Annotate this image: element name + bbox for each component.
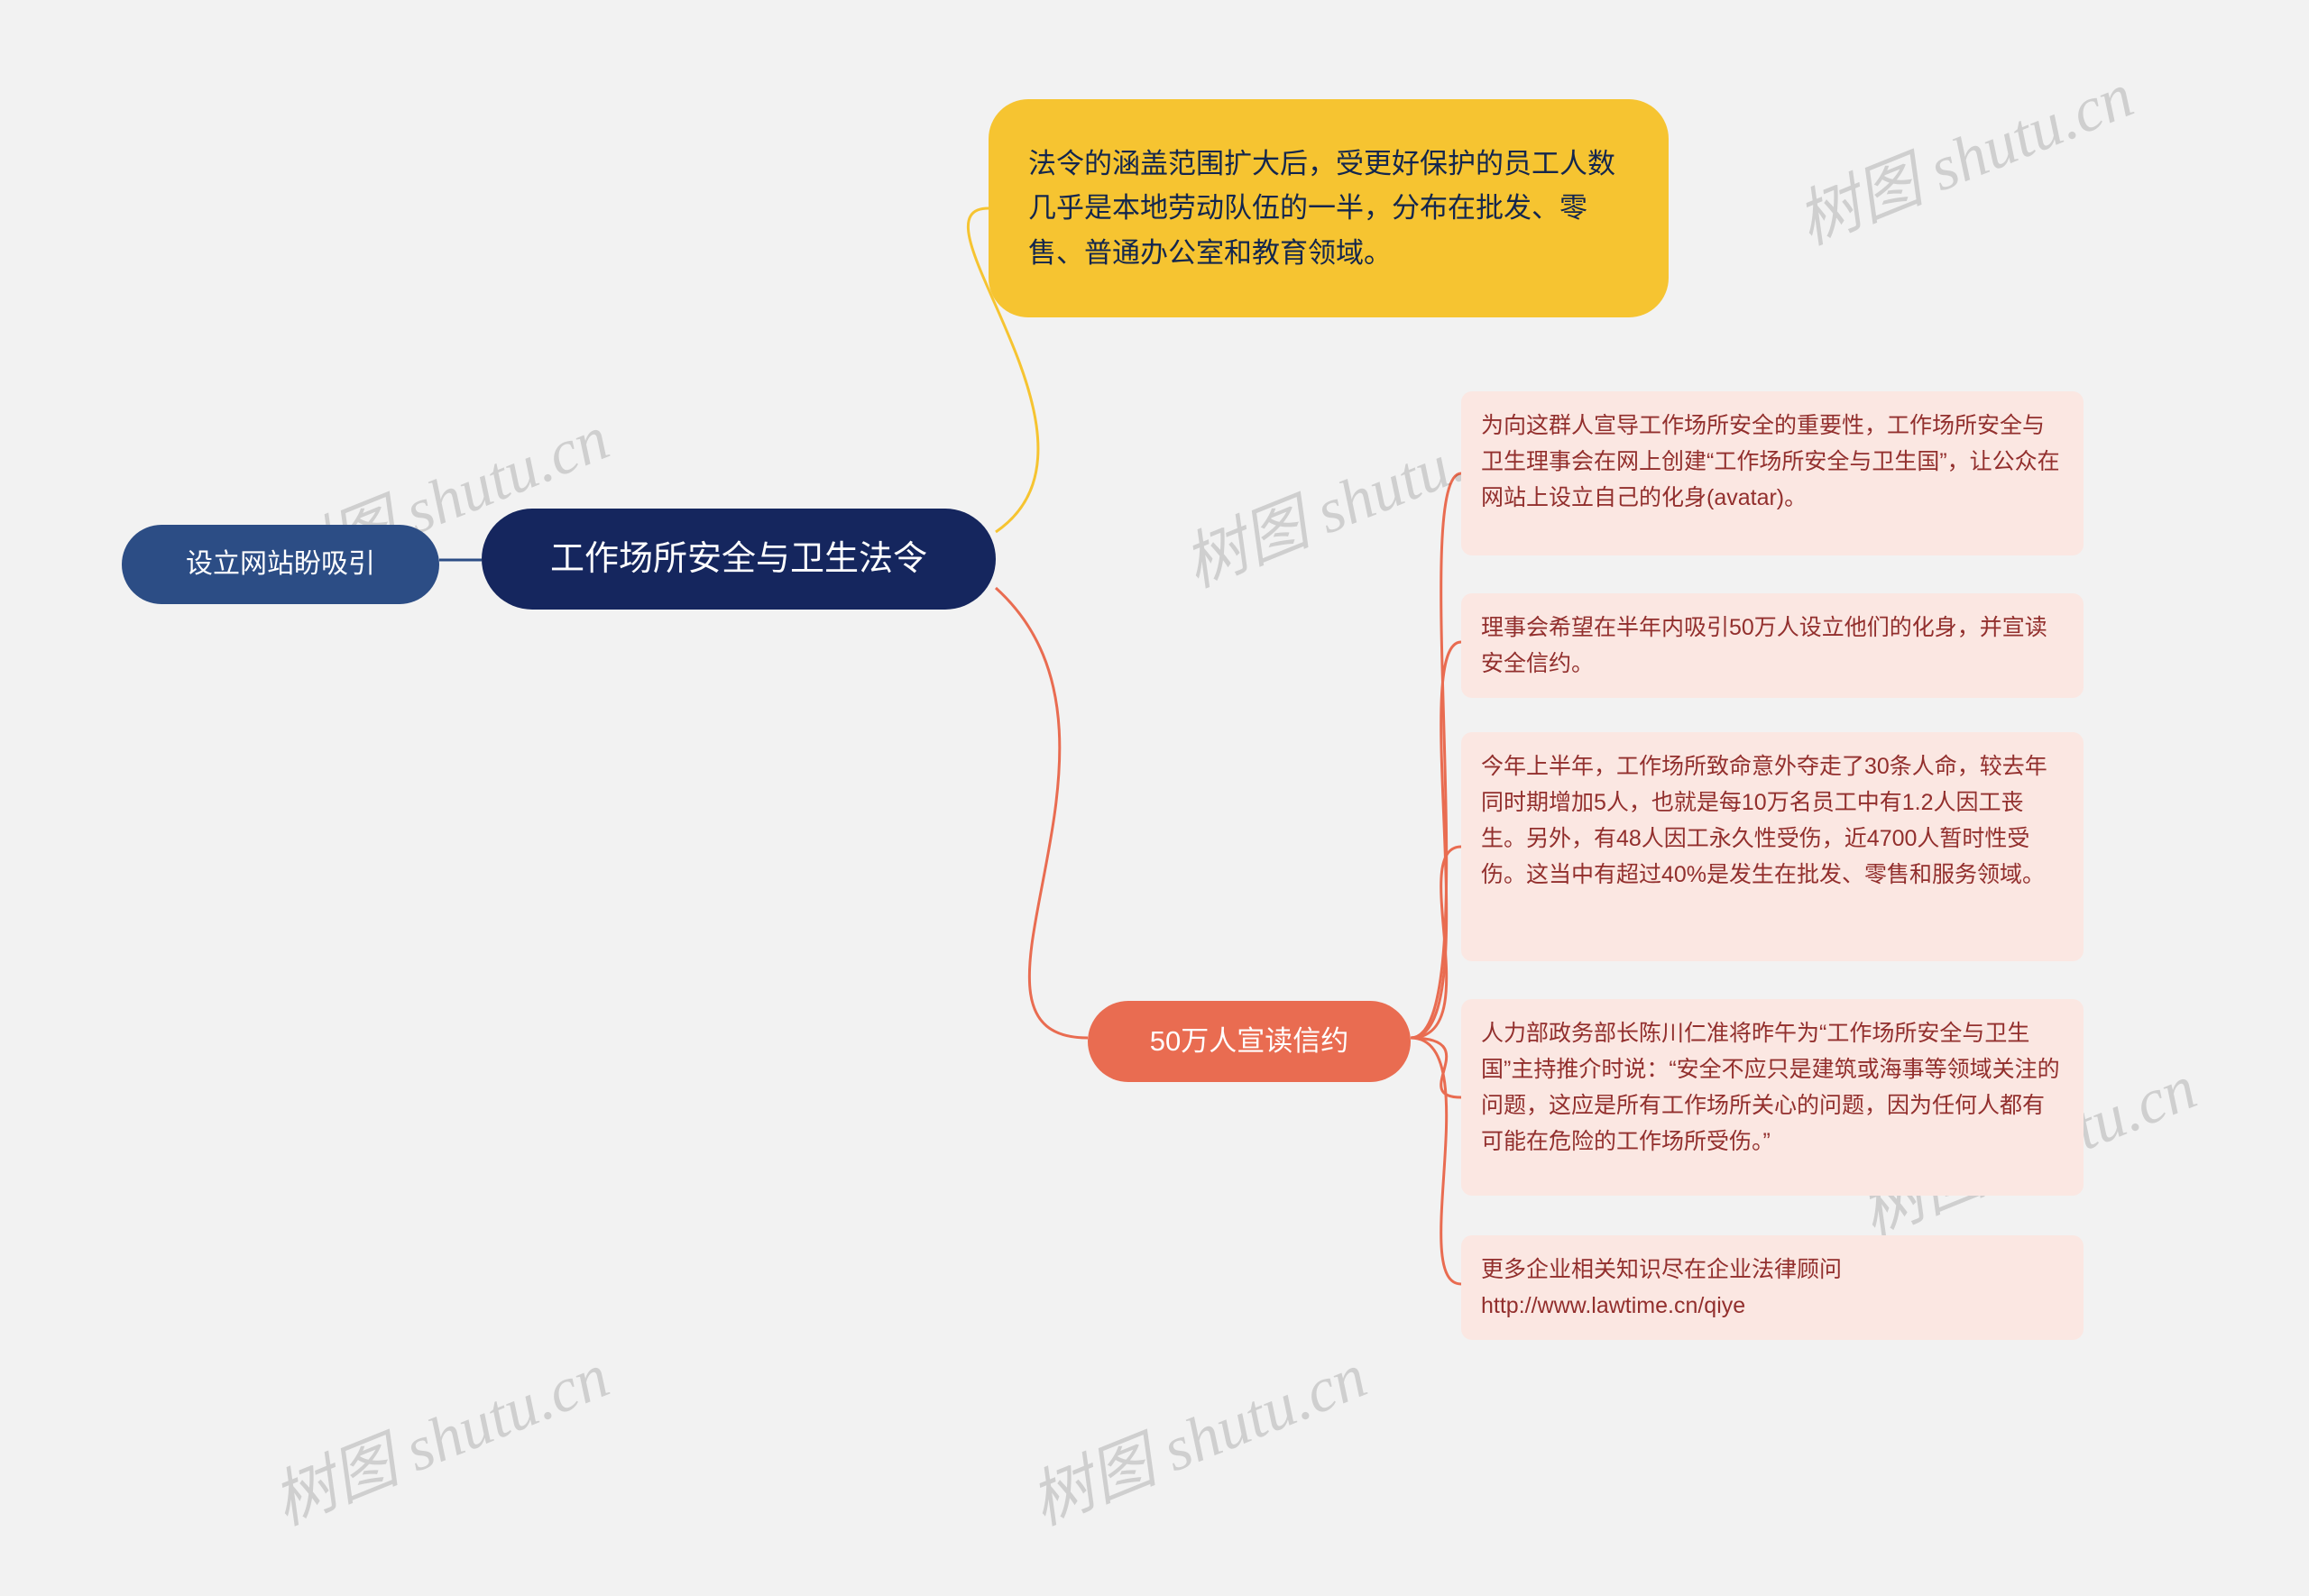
leaf-node-label: 更多企业相关知识尽在企业法律顾问http://www.lawtime.cn/qi… — [1481, 1252, 2064, 1324]
connector — [1411, 642, 1461, 1038]
connector — [1411, 1038, 1461, 1097]
branch2-node: 50万人宣读信约 — [1088, 1001, 1411, 1082]
leaf-node-label: 今年上半年，工作场所致命意外夺走了30条人命，较去年同时期增加5人，也就是每10… — [1481, 748, 2064, 893]
leaf-node: 人力部政务部长陈川仁准将昨午为“工作场所安全与卫生国”主持推介时说：“安全不应只… — [1461, 999, 2084, 1196]
left-node-label: 设立网站盼吸引 — [186, 543, 375, 586]
leaf-node-label: 人力部政务部长陈川仁准将昨午为“工作场所安全与卫生国”主持推介时说：“安全不应只… — [1481, 1015, 2064, 1160]
connector — [996, 588, 1088, 1038]
leaf-node: 更多企业相关知识尽在企业法律顾问http://www.lawtime.cn/qi… — [1461, 1235, 2084, 1340]
leaf-node: 理事会希望在半年内吸引50万人设立他们的化身，并宣读安全信约。 — [1461, 593, 2084, 698]
leaf-node-label: 理事会希望在半年内吸引50万人设立他们的化身，并宣读安全信约。 — [1481, 610, 2064, 682]
leaf-node: 为向这群人宣导工作场所安全的重要性，工作场所安全与卫生理事会在网上创建“工作场所… — [1461, 391, 2084, 555]
leaf-node-label: 为向这群人宣导工作场所安全的重要性，工作场所安全与卫生理事会在网上创建“工作场所… — [1481, 408, 2064, 516]
branch1-node: 法令的涵盖范围扩大后，受更好保护的员工人数几乎是本地劳动队伍的一半，分布在批发、… — [989, 99, 1669, 317]
branch2-node-label: 50万人宣读信约 — [1150, 1019, 1348, 1064]
root-node: 工作场所安全与卫生法令 — [482, 509, 996, 610]
root-node-label: 工作场所安全与卫生法令 — [550, 532, 927, 587]
leaf-node: 今年上半年，工作场所致命意外夺走了30条人命，较去年同时期增加5人，也就是每10… — [1461, 732, 2084, 961]
connector — [1411, 1038, 1461, 1284]
connector — [1411, 847, 1461, 1038]
watermark: 树图 shutu.cn — [1015, 1325, 1377, 1543]
watermark: 树图 shutu.cn — [1781, 45, 2144, 262]
left-node: 设立网站盼吸引 — [122, 525, 439, 604]
watermark: 树图 shutu.cn — [257, 1325, 620, 1543]
branch1-node-label: 法令的涵盖范围扩大后，受更好保护的员工人数几乎是本地劳动队伍的一半，分布在批发、… — [1028, 142, 1629, 276]
connector — [1411, 473, 1461, 1038]
mindmap-canvas: 树图 shutu.cn树图 shutu.cn树图 shutu.cn树图 shut… — [0, 0, 2309, 1596]
